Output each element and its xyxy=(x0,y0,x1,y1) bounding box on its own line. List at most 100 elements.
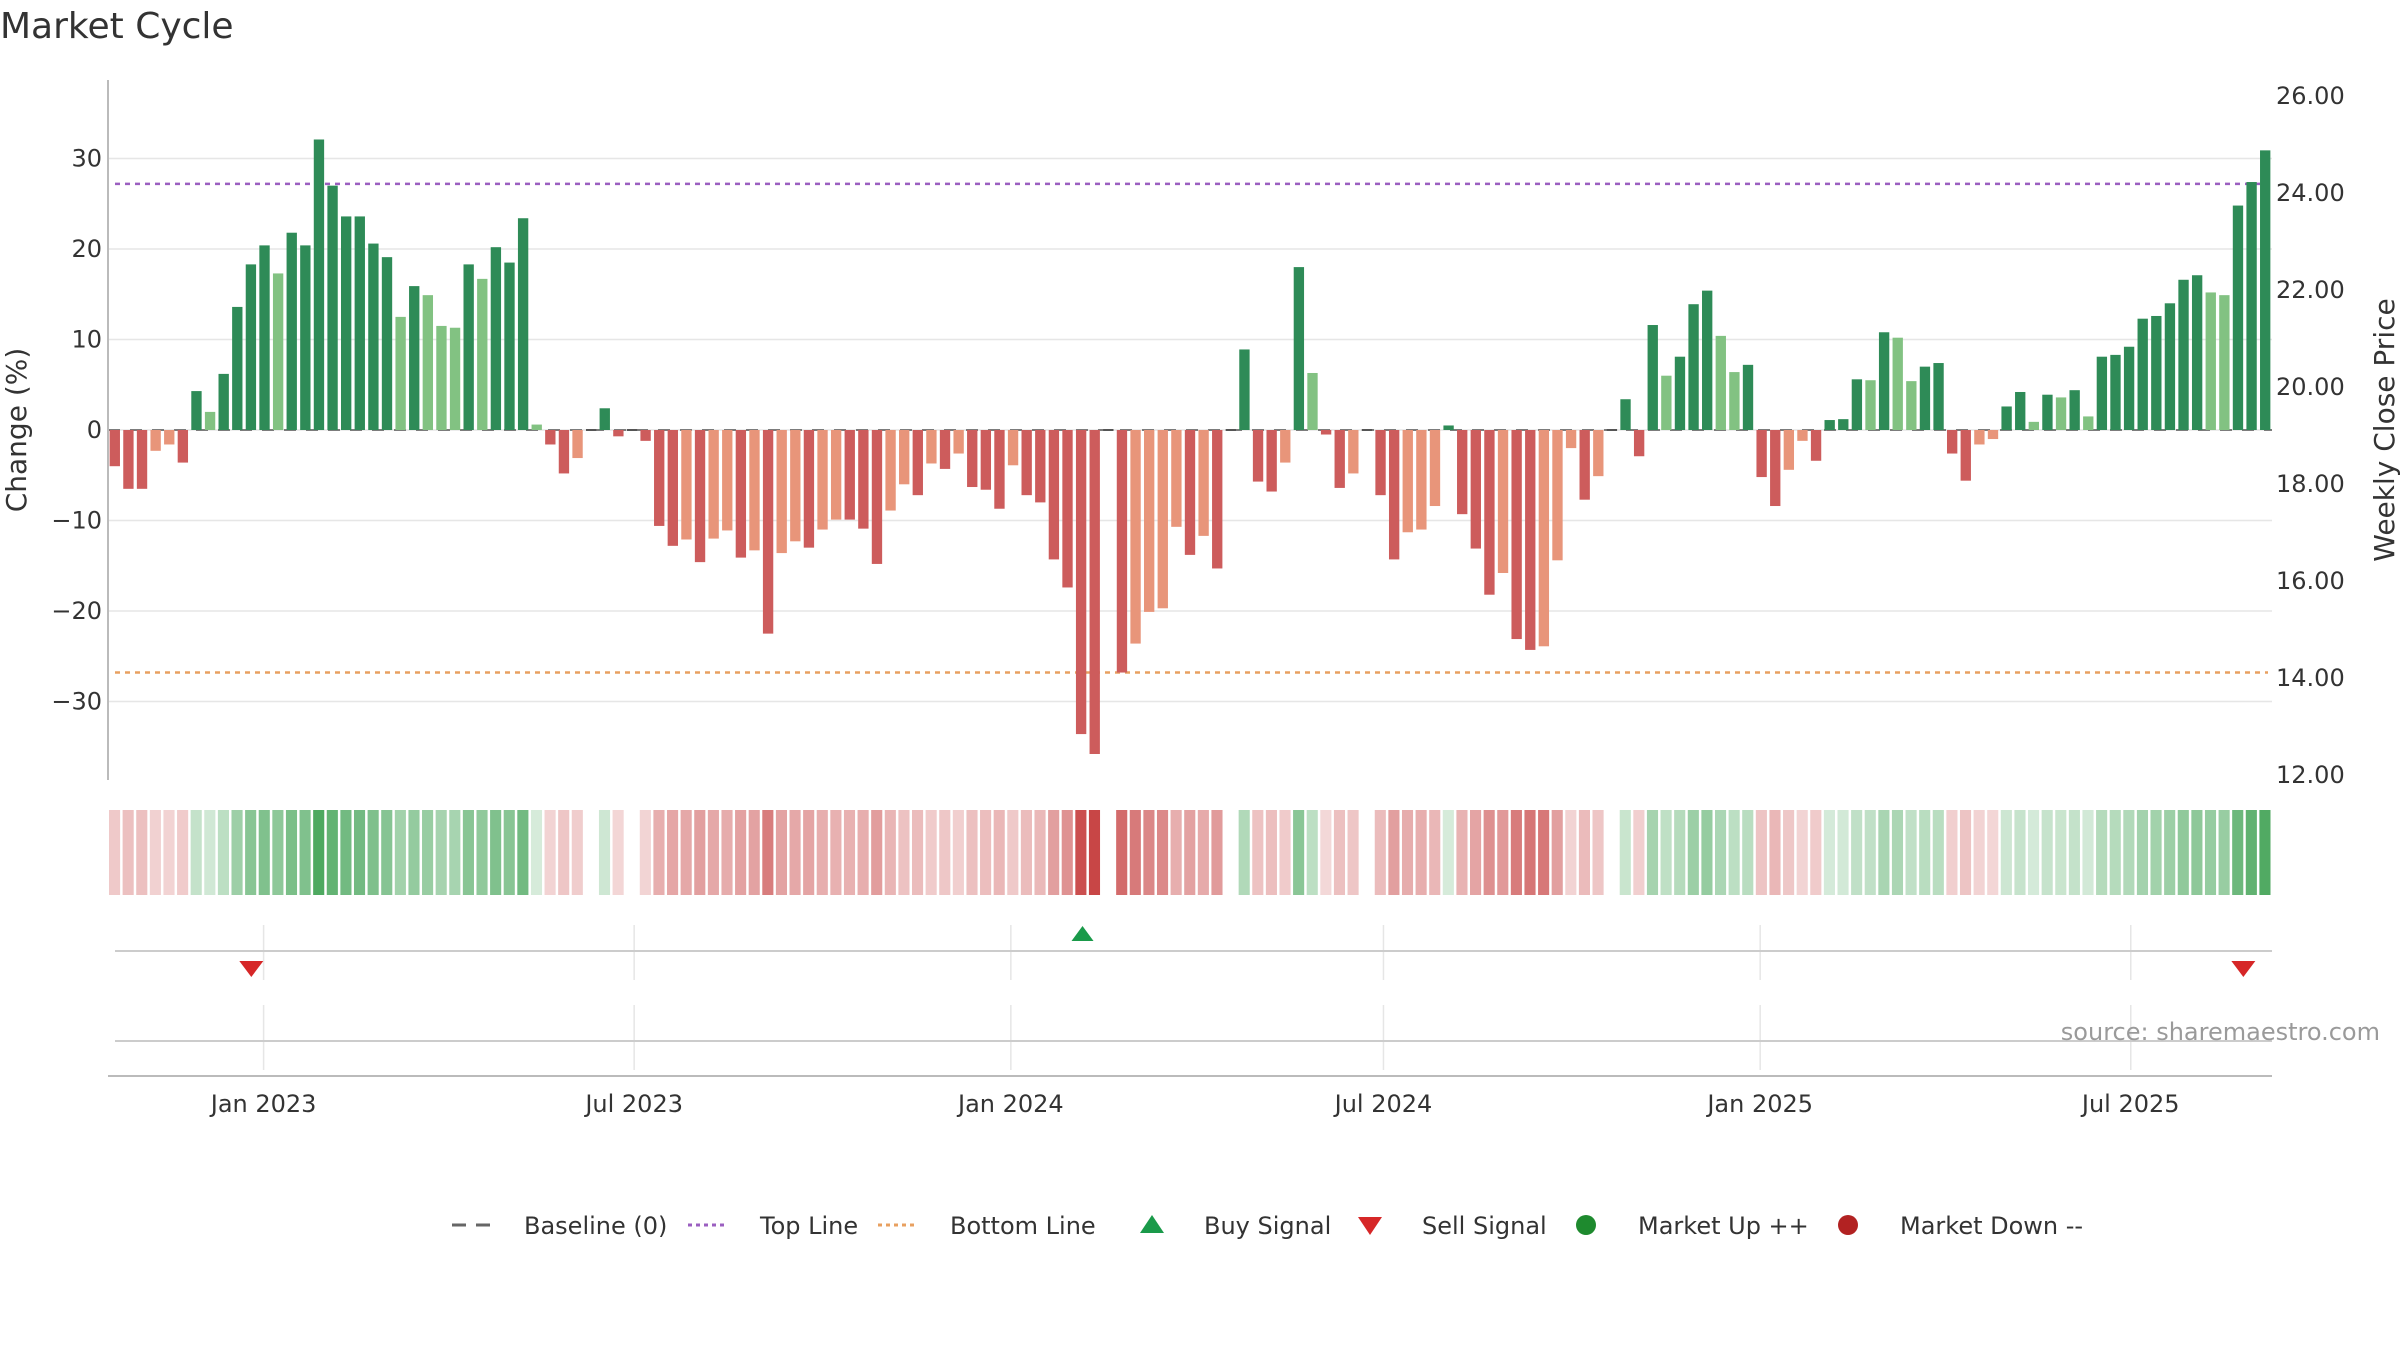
signal-panel xyxy=(115,925,2272,1070)
bar xyxy=(1388,430,1400,560)
bar xyxy=(2232,205,2244,430)
bar xyxy=(1143,430,1155,612)
bar xyxy=(1770,430,1781,507)
heat-cell xyxy=(1388,810,1400,895)
heat-cell xyxy=(694,810,706,895)
heat-cell xyxy=(1932,810,1944,895)
bar xyxy=(694,430,706,563)
heat-cell xyxy=(231,810,243,895)
heat-cell xyxy=(1660,810,1672,895)
bar xyxy=(1606,429,1618,431)
heat-cell xyxy=(830,810,842,895)
y2-tick-label: 24.00 xyxy=(2276,179,2345,207)
bar xyxy=(2151,315,2162,430)
heat-cell xyxy=(2109,810,2121,895)
heat-cell xyxy=(2000,810,2012,895)
bar xyxy=(1783,430,1795,470)
heat-cell xyxy=(2259,810,2271,895)
heat-cell xyxy=(735,810,747,895)
bar xyxy=(245,264,257,430)
bar xyxy=(1987,430,1999,440)
y-tick-label: 10 xyxy=(71,326,102,354)
bar xyxy=(2219,295,2230,430)
bar xyxy=(1797,430,1808,441)
heat-cell xyxy=(326,810,338,895)
heat-cell xyxy=(1959,810,1972,895)
bar xyxy=(2123,346,2135,430)
legend-item: Buy Signal xyxy=(1140,1212,1331,1240)
bar xyxy=(2260,150,2271,431)
bar xyxy=(204,411,216,430)
bar xyxy=(994,430,1005,509)
bar xyxy=(2001,406,2012,430)
bar xyxy=(1225,429,1237,431)
heat-cell xyxy=(1823,810,1835,895)
bar-series xyxy=(109,139,2271,754)
heat-cell xyxy=(1429,810,1441,895)
bar xyxy=(1007,430,1019,466)
bar xyxy=(1048,430,1060,560)
bar xyxy=(341,216,352,430)
bar xyxy=(1851,379,1863,430)
heat-cell xyxy=(1483,810,1495,895)
heat-cell xyxy=(422,810,434,895)
heat-cell xyxy=(721,810,733,895)
bar xyxy=(1375,430,1386,496)
bar xyxy=(1239,349,1250,430)
heat-cell xyxy=(1088,810,1101,895)
bar xyxy=(626,429,638,431)
bar xyxy=(1810,430,1822,461)
heat-cell xyxy=(2123,810,2135,895)
bar xyxy=(1702,290,1713,430)
bar xyxy=(381,257,393,430)
heat-cell xyxy=(272,810,284,895)
heat-cell xyxy=(2082,810,2094,895)
bar xyxy=(368,243,379,430)
y2-tick-label: 14.00 xyxy=(2276,664,2345,692)
bar xyxy=(272,273,284,430)
x-tick-label: Jul 2023 xyxy=(583,1090,683,1118)
heat-cell xyxy=(1470,810,1482,895)
bar xyxy=(354,216,365,430)
bar xyxy=(1212,430,1223,569)
heat-cell xyxy=(1374,810,1386,895)
heat-cell xyxy=(1769,810,1781,895)
bar xyxy=(790,430,801,542)
heat-cell xyxy=(1510,810,1522,895)
legend-label: Bottom Line xyxy=(950,1212,1096,1240)
bar xyxy=(1293,267,1305,430)
bar xyxy=(1565,430,1577,449)
bar xyxy=(1919,366,1931,430)
bar xyxy=(939,430,951,469)
bar xyxy=(517,218,529,430)
heat-cell xyxy=(490,810,502,895)
bar xyxy=(762,430,774,634)
bar xyxy=(926,430,937,464)
x-tick-label: Jul 2025 xyxy=(2080,1090,2180,1118)
heat-cell xyxy=(109,810,121,895)
bar xyxy=(1198,430,1209,536)
bar xyxy=(395,316,406,430)
heat-cell xyxy=(2191,810,2203,895)
heat-cell xyxy=(857,810,869,895)
bar xyxy=(1579,430,1590,500)
bar xyxy=(572,430,583,459)
heat-cell xyxy=(1075,810,1087,895)
bar xyxy=(1157,430,1168,609)
bar xyxy=(1756,430,1767,478)
bar xyxy=(191,391,202,430)
bar xyxy=(1320,430,1332,435)
heat-cell xyxy=(1919,810,1931,895)
heat-cell xyxy=(952,810,964,895)
bar xyxy=(967,430,978,488)
heat-cell xyxy=(1565,810,1577,895)
bar xyxy=(953,430,964,454)
bar xyxy=(980,430,992,490)
heat-cell xyxy=(1143,810,1155,895)
heat-cell xyxy=(1442,810,1454,895)
heat-cell xyxy=(2041,810,2053,895)
sell-signal-marker xyxy=(2231,961,2256,977)
bar xyxy=(150,430,161,451)
bar xyxy=(259,245,270,430)
bar xyxy=(1593,430,1604,477)
